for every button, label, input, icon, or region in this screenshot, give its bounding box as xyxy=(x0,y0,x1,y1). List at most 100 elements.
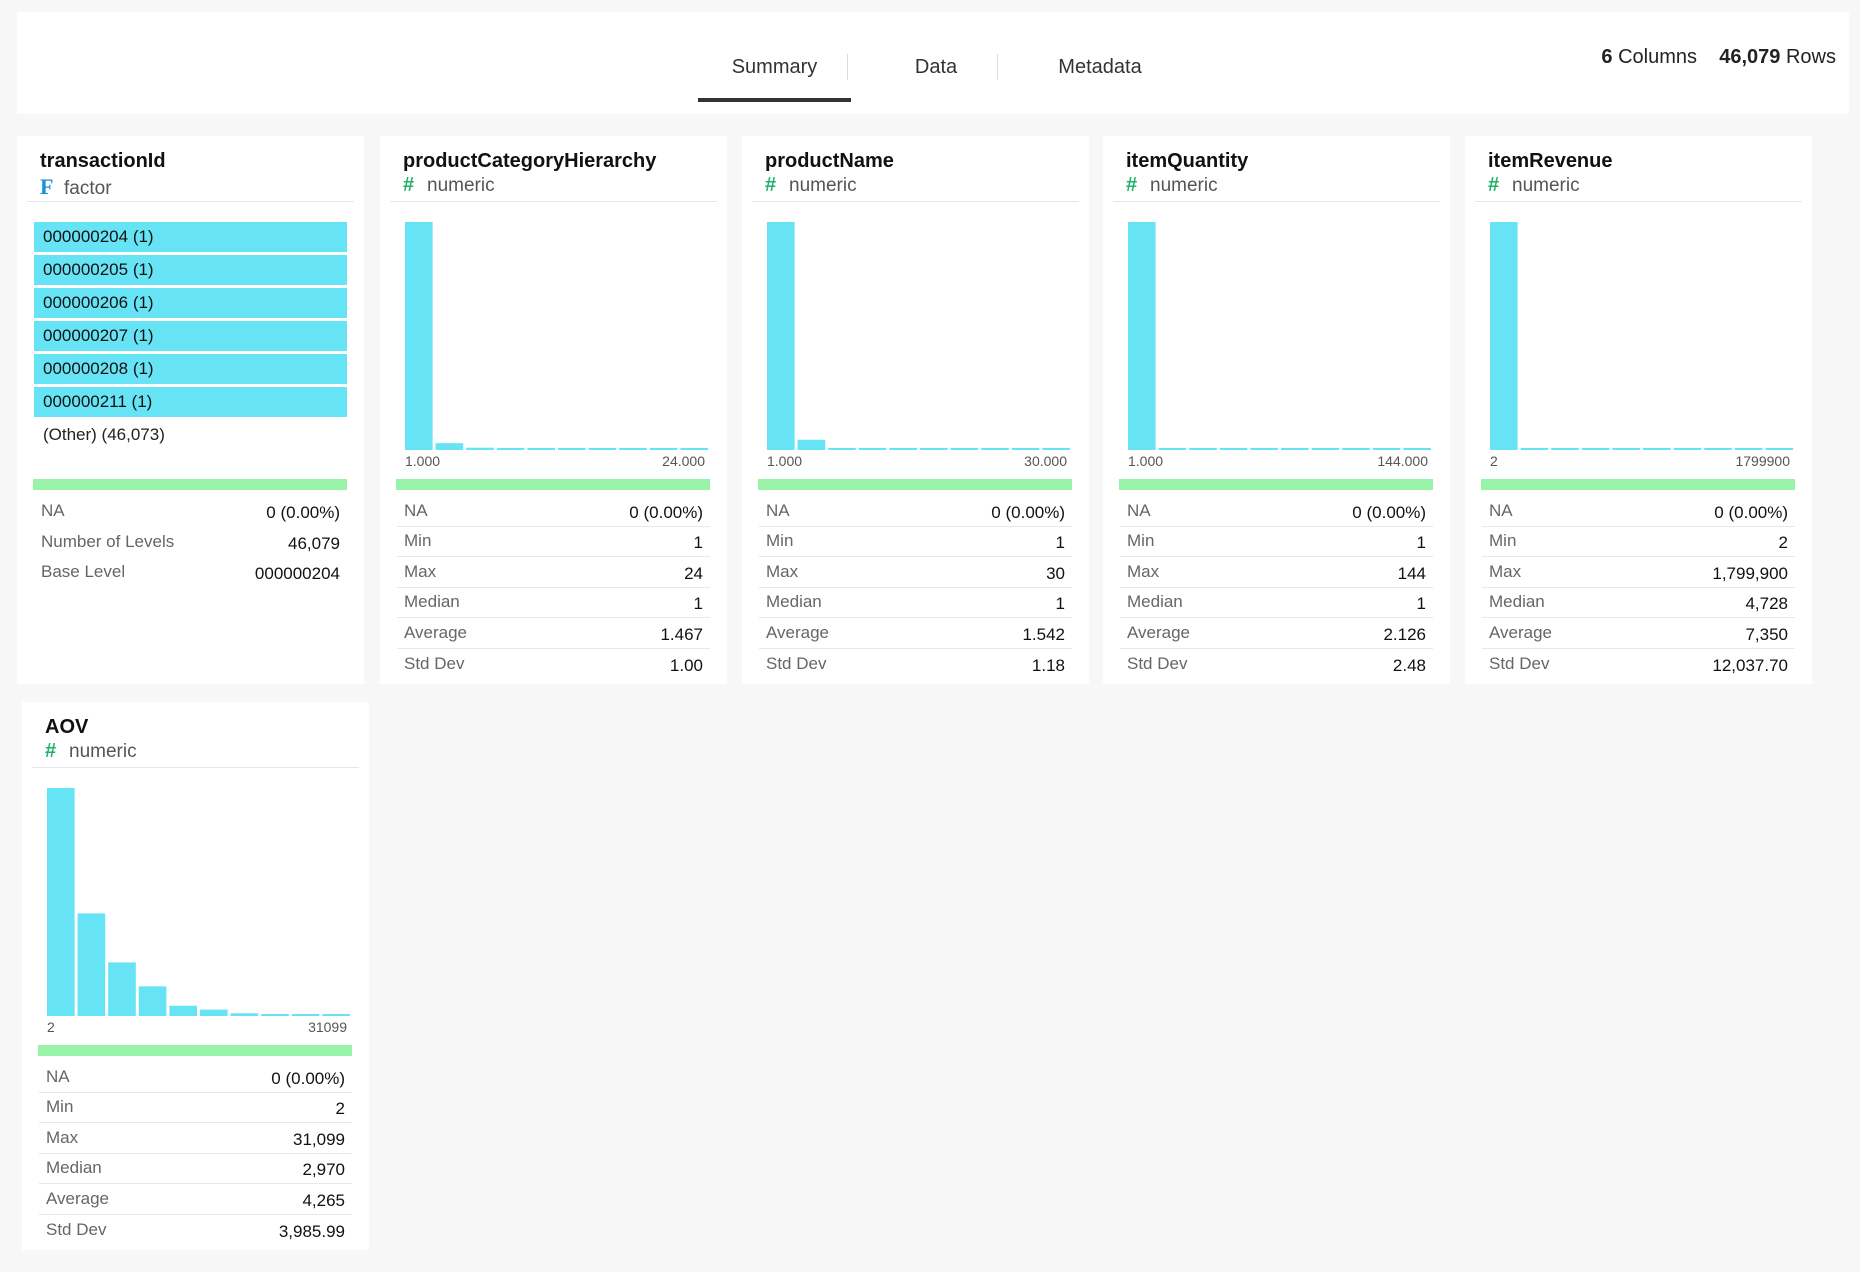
level-item: 000000204 (1) xyxy=(34,222,347,252)
stat-value: 12,037.70 xyxy=(1712,655,1788,675)
histogram-min-label: 1.000 xyxy=(405,453,441,469)
column-name: itemRevenue xyxy=(1488,150,1613,172)
histogram-bar xyxy=(435,443,464,450)
histogram-bar xyxy=(767,222,795,450)
numeric-type-icon: # xyxy=(403,174,415,196)
stat-label: Std Dev xyxy=(1489,653,1550,673)
stat-label: NA xyxy=(404,500,428,520)
histogram-min-label: 2 xyxy=(1490,453,1498,469)
tab-summary[interactable]: Summary xyxy=(698,42,851,102)
histogram-bar xyxy=(1311,448,1340,450)
tab-data[interactable]: Data xyxy=(914,56,958,78)
stat-value: 1.00 xyxy=(669,655,703,675)
stat-row-average: Average 2.126 xyxy=(1120,618,1433,649)
column-type-label: numeric xyxy=(789,175,857,196)
histogram-bar xyxy=(405,222,433,450)
level-item: 000000205 (1) xyxy=(34,255,347,285)
column-type-label: factor xyxy=(64,178,112,199)
numeric-type-icon: # xyxy=(1126,174,1138,196)
histogram-bar xyxy=(1342,448,1370,450)
stat-label: Average xyxy=(404,622,468,642)
stat-value: 0 (0.00%) xyxy=(1714,502,1788,522)
level-list: 000000204 (1) 000000205 (1) 000000206 (1… xyxy=(34,222,347,450)
level-item: 000000208 (1) xyxy=(34,354,347,384)
stat-label: Median xyxy=(1127,592,1183,612)
stat-label: Min xyxy=(766,531,794,551)
stat-label: Average xyxy=(1489,622,1553,642)
histogram xyxy=(1128,220,1431,450)
histogram-max-label: 144.000 xyxy=(1377,453,1428,469)
histogram-bar xyxy=(322,1014,350,1016)
histogram-bar xyxy=(1219,448,1248,450)
numeric-type-icon: # xyxy=(765,174,777,196)
histogram-bar xyxy=(1612,448,1640,450)
histogram-bar xyxy=(1551,448,1579,450)
histogram-bar xyxy=(1520,448,1549,450)
completeness-bar xyxy=(758,479,1072,490)
stats-table: NA 0 (0.00%) Min 1 Max 144 Median 1 Average 2.126… xyxy=(1120,496,1433,679)
stat-value: 1 xyxy=(1416,533,1426,553)
histogram-bar xyxy=(649,448,678,450)
histogram-bar xyxy=(47,788,75,1016)
stat-label: Average xyxy=(1127,622,1191,642)
histogram-min-label: 2 xyxy=(47,1019,55,1035)
stat-row-min: Min 2 xyxy=(39,1093,352,1123)
rows-label: Rows xyxy=(1785,46,1836,68)
header-bar: Summary Data Metadata 6 Columns 46,079 R… xyxy=(17,12,1849,114)
stat-value: 24 xyxy=(684,563,703,583)
stat-row-average: Average 1.467 xyxy=(397,618,710,649)
stat-label: Min xyxy=(1127,531,1155,551)
stat-row-min: Min 1 xyxy=(1120,527,1433,557)
histogram-bar xyxy=(291,1014,320,1016)
histogram-bar xyxy=(1704,448,1732,450)
histogram-svg xyxy=(47,788,350,1016)
histogram-bar xyxy=(496,448,525,450)
stat-row-median: Median 2,970 xyxy=(39,1154,352,1184)
column-type-label: numeric xyxy=(1150,175,1218,196)
histogram-max-label: 30.000 xyxy=(1024,453,1067,469)
histogram-bar xyxy=(1011,448,1040,450)
stat-value: 1.18 xyxy=(1031,655,1065,675)
column-type: # numeric xyxy=(765,174,857,197)
factor-type-icon: F xyxy=(40,174,54,199)
stat-value: 0 (0.00%) xyxy=(1352,502,1426,522)
completeness-bar xyxy=(38,1045,352,1056)
stat-value: 2 xyxy=(335,1099,345,1119)
stat-value: 1 xyxy=(1055,533,1065,553)
stat-value: 1.542 xyxy=(1022,624,1065,644)
rows-count: 46,079 xyxy=(1719,46,1781,68)
stat-row-max: Max 144 xyxy=(1120,557,1433,588)
histogram-max-label: 31099 xyxy=(308,1019,347,1035)
stat-row-min: Min 2 xyxy=(1482,527,1795,557)
histogram-bar xyxy=(1372,448,1401,450)
card-header: itemQuantity # numeric xyxy=(1113,136,1440,202)
histogram-max-label: 24.000 xyxy=(662,453,705,469)
histogram-bar xyxy=(1403,448,1431,450)
stat-label: Number of Levels xyxy=(41,531,175,551)
stat-row-max: Max 1,799,900 xyxy=(1482,557,1795,588)
stat-value: 1 xyxy=(1416,594,1426,614)
histogram-bar xyxy=(1490,222,1518,450)
column-card-AOV: AOV # numeric 2 31099 NA 0 (0.00%) Min 2 Max 3… xyxy=(22,702,369,1250)
histogram-bar xyxy=(1042,448,1070,450)
level-item: 000000207 (1) xyxy=(34,321,347,351)
stat-value: 1,799,900 xyxy=(1712,563,1788,583)
histogram-svg xyxy=(405,222,708,450)
tab-metadata[interactable]: Metadata xyxy=(1058,56,1142,78)
stat-row-base-level: Base Level 000000204 xyxy=(34,557,347,588)
stat-label: NA xyxy=(1127,500,1151,520)
stat-label: Std Dev xyxy=(766,653,827,673)
stat-label: Median xyxy=(766,592,822,612)
stat-value: 31,099 xyxy=(293,1129,345,1149)
column-card-itemRevenue: itemRevenue # numeric 2 1799900 NA 0 (0.00… xyxy=(1465,136,1812,684)
histogram-bar xyxy=(1673,448,1702,450)
stat-row-std-dev: Std Dev 12,037.70 xyxy=(1482,649,1795,680)
histogram-bar xyxy=(950,448,979,450)
histogram-bar xyxy=(558,448,586,450)
histogram-bar xyxy=(138,986,167,1016)
histogram-bar xyxy=(466,447,494,450)
column-type-label: numeric xyxy=(69,741,137,762)
stat-row-std-dev: Std Dev 2.48 xyxy=(1120,649,1433,680)
stat-value: 4,728 xyxy=(1745,594,1788,614)
stats-table: NA 0 (0.00%) Min 2 Max 31,099 Median 2,970 Avera… xyxy=(39,1062,352,1245)
